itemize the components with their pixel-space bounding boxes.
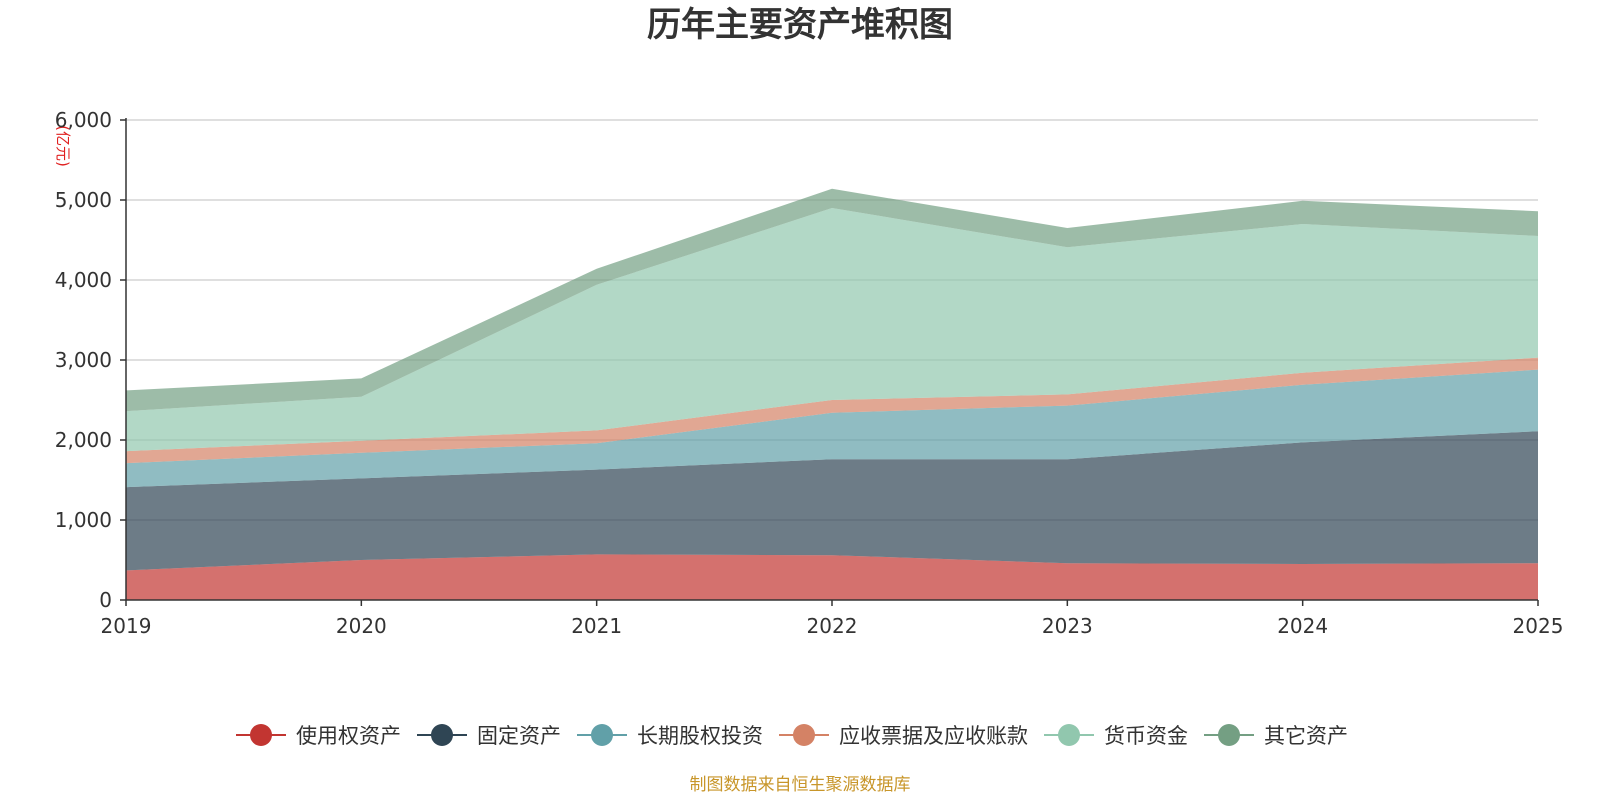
- area-长期股权投资: [126, 369, 1538, 488]
- x-tick-label: 2025: [1513, 614, 1564, 638]
- legend-label: 固定资产: [477, 724, 561, 748]
- y-tick-label: 2,000: [55, 428, 112, 452]
- legend-swatch-dot: [1218, 724, 1240, 746]
- legend-item[interactable]: 货币资金: [1044, 724, 1188, 748]
- legend-swatch-dot: [250, 724, 272, 746]
- x-tick-label: 2024: [1277, 614, 1328, 638]
- legend: 使用权资产 固定资产 长期股权投资 应收票据及应收账款 货币资金 其它资产: [236, 724, 1348, 748]
- chart-title: 历年主要资产堆积图: [647, 5, 953, 45]
- legend-label: 货币资金: [1104, 724, 1188, 748]
- area-其它资产: [126, 188, 1538, 412]
- legend-item[interactable]: 使用权资产: [236, 724, 401, 748]
- legend-label: 应收票据及应收账款: [839, 724, 1028, 748]
- series-areas: [126, 188, 1538, 600]
- x-tick-label: 2023: [1042, 614, 1093, 638]
- legend-label: 其它资产: [1264, 724, 1348, 748]
- y-unit-label: (亿元): [54, 125, 72, 167]
- legend-swatch-dot: [591, 724, 613, 746]
- area-应收票据及应收账款: [126, 357, 1538, 464]
- legend-swatch-dot: [431, 724, 453, 746]
- legend-item[interactable]: 应收票据及应收账款: [779, 724, 1028, 748]
- y-tick-label: 1,000: [55, 508, 112, 532]
- legend-label: 长期股权投资: [637, 724, 763, 748]
- source-note: 制图数据来自恒生聚源数据库: [690, 775, 911, 795]
- y-tick-label: 4,000: [55, 268, 112, 292]
- x-axis-ticks: 2019 2020 2021 2022 2023 2024 2025: [101, 600, 1564, 638]
- x-tick-label: 2021: [571, 614, 622, 638]
- x-tick-label: 2022: [807, 614, 858, 638]
- area-固定资产: [126, 431, 1538, 571]
- y-tick-label: 3,000: [55, 348, 112, 372]
- x-tick-label: 2019: [101, 614, 152, 638]
- y-tick-label: 0: [99, 588, 112, 612]
- area-货币资金: [126, 208, 1538, 452]
- area-使用权资产: [126, 554, 1538, 600]
- legend-label: 使用权资产: [296, 724, 401, 748]
- x-tick-label: 2020: [336, 614, 387, 638]
- y-tick-label: 5,000: [55, 188, 112, 212]
- legend-item[interactable]: 固定资产: [417, 724, 561, 748]
- legend-item[interactable]: 其它资产: [1204, 724, 1348, 748]
- legend-swatch-dot: [793, 724, 815, 746]
- y-tick-label: 6,000: [55, 108, 112, 132]
- y-axis-ticks: 0 1,000 2,000 3,000 4,000 5,000 6,000: [55, 108, 126, 612]
- legend-swatch-dot: [1058, 724, 1080, 746]
- legend-item[interactable]: 长期股权投资: [577, 724, 763, 748]
